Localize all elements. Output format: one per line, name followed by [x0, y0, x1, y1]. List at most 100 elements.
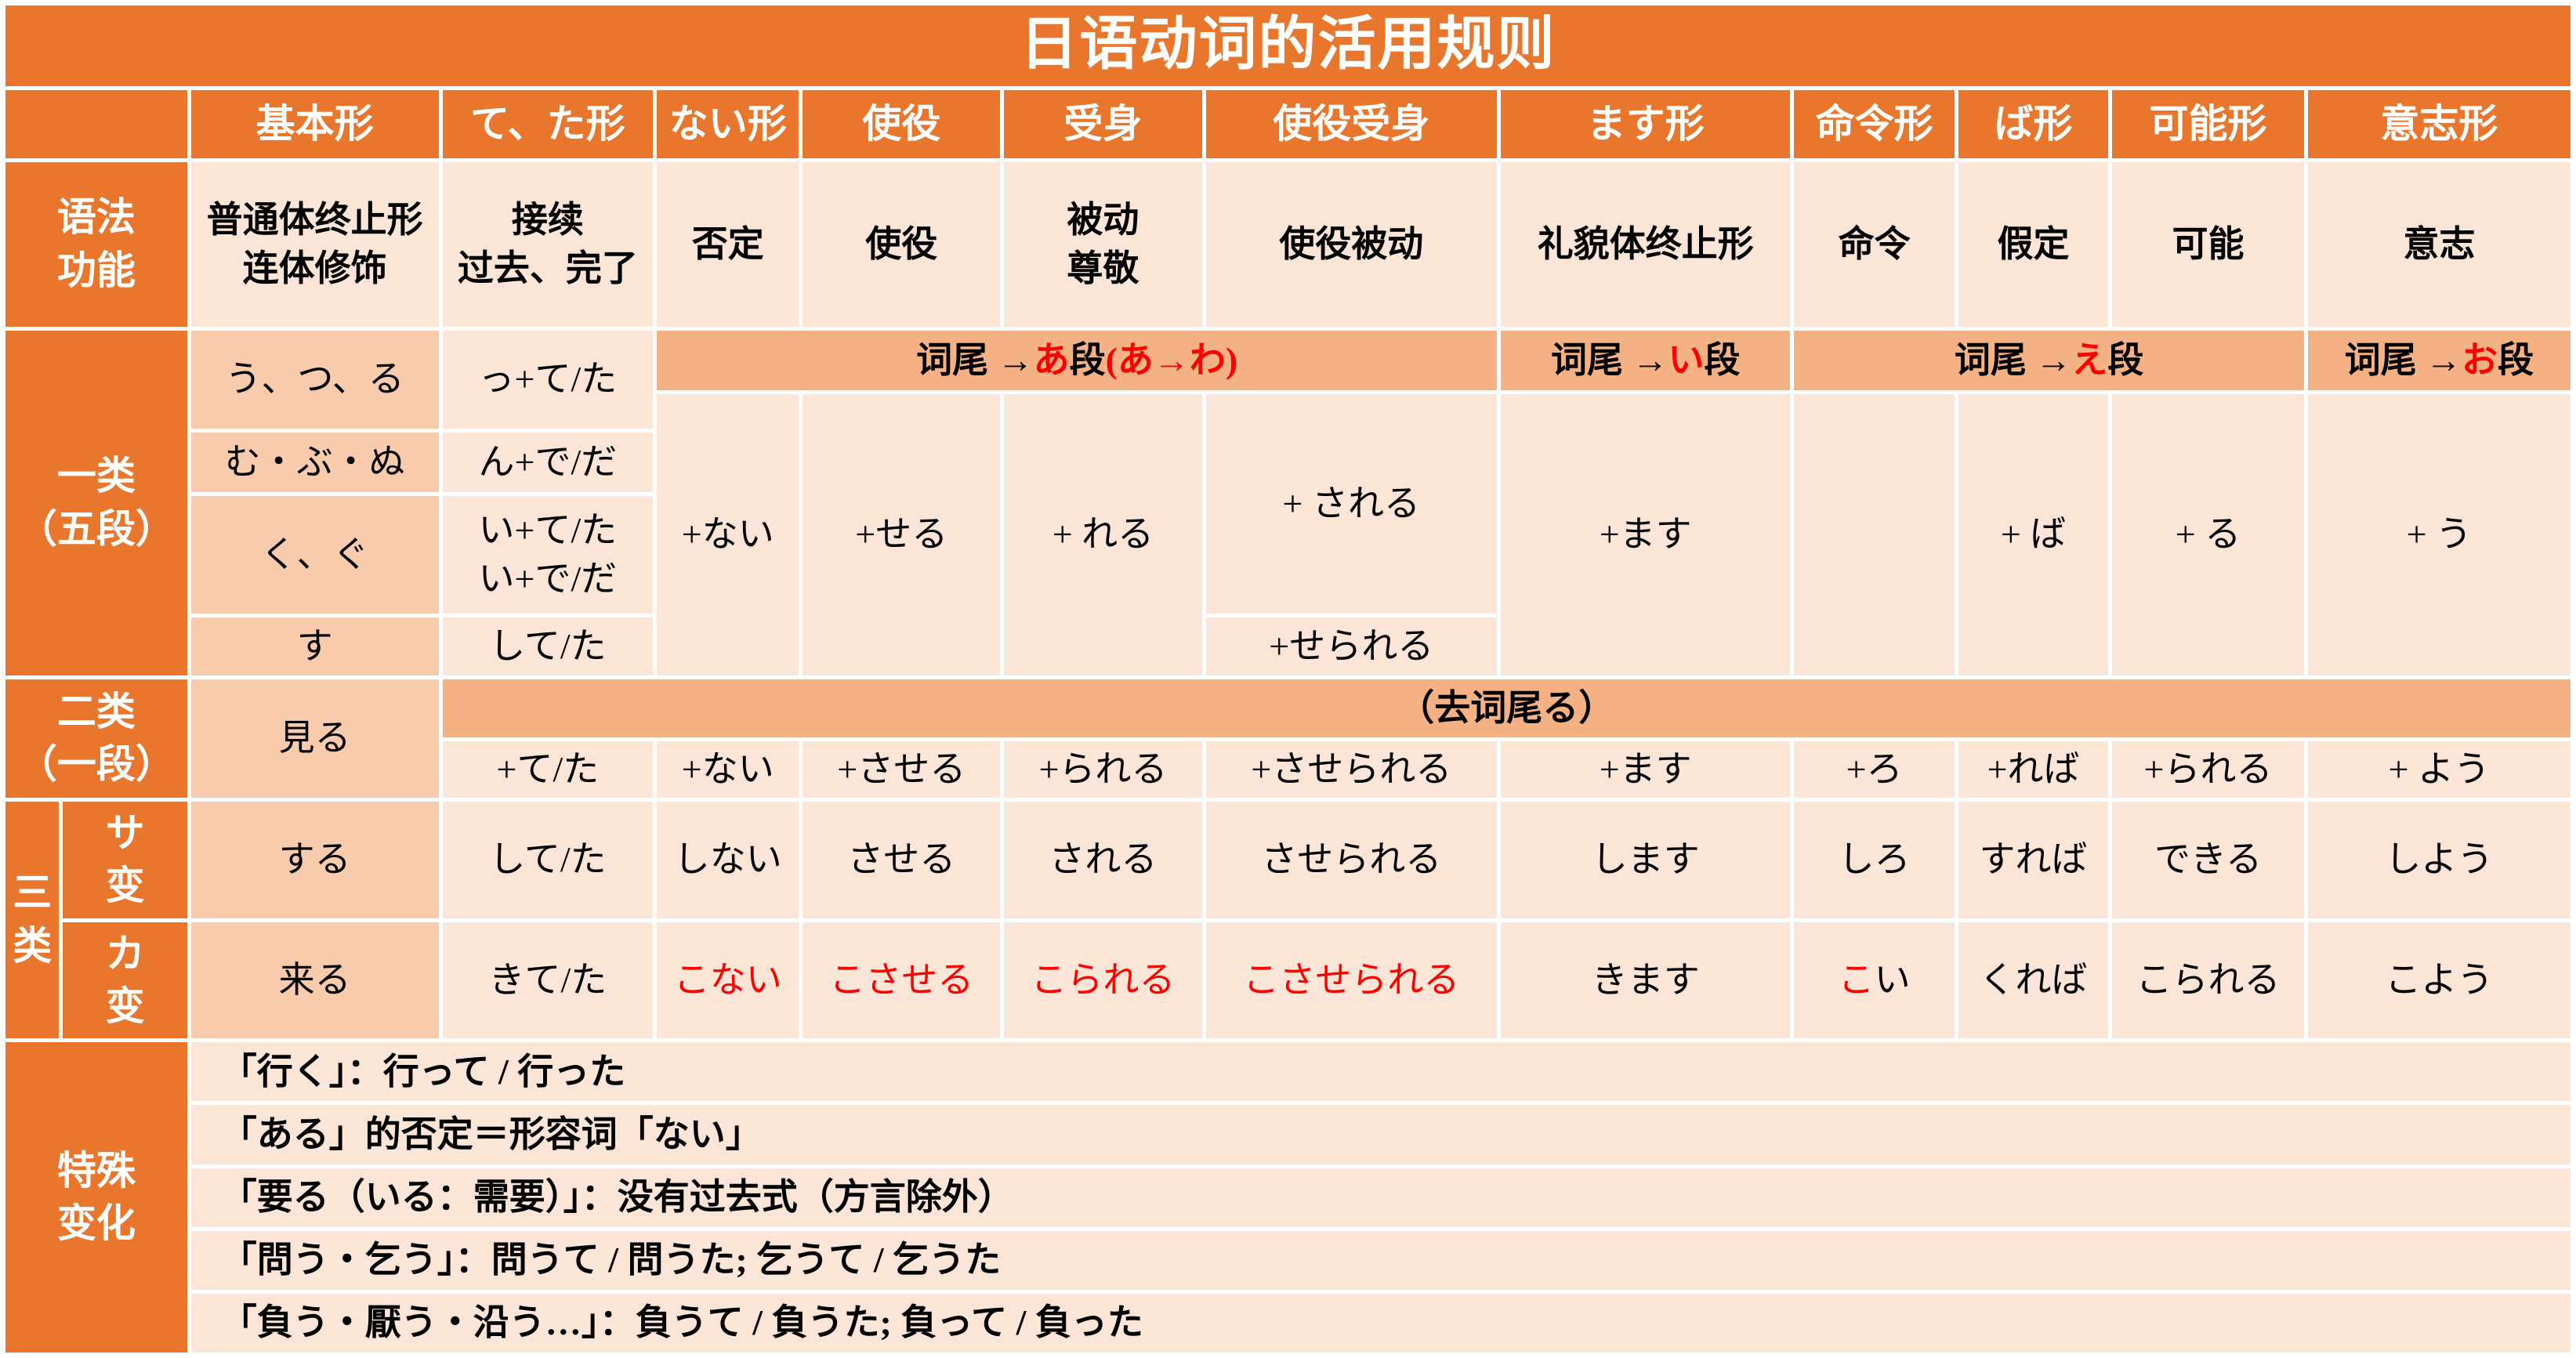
class1-suffix-seru: +せる: [803, 393, 1001, 675]
row-header-class1-godan: 一类 （五段）: [5, 330, 187, 675]
grammar-te-ta-form: 接续 过去、完了: [442, 162, 654, 327]
row-header-ka-hen: カ 变: [63, 922, 187, 1039]
suru-volitional: しよう: [2307, 801, 2571, 918]
suru-nai: しない: [657, 801, 799, 918]
suru-conditional: すれば: [1958, 801, 2109, 918]
class1-suffix-sareru: + される: [1205, 393, 1497, 614]
kuru-volitional: こよう: [2307, 922, 2571, 1039]
grammar-volitional: 意志: [2307, 162, 2571, 327]
special-note-aru: 「ある」的否定＝形容词「ない」: [190, 1105, 2571, 1164]
banner-a-wa-note: (あ→わ): [1105, 339, 1238, 380]
class1-suffix-nai: +ない: [657, 393, 799, 675]
col-header-te-ta-form: て、た形: [442, 89, 654, 159]
class2-potential: +られる: [2112, 741, 2304, 798]
class1-suffix-u: + う: [2307, 393, 2571, 675]
kuru-teta: きて/た: [442, 922, 654, 1039]
banner-drop-ru: （去词尾る）: [442, 679, 2571, 738]
class3-base-kuru: 来る: [190, 922, 439, 1039]
banner-o-dan: 词尾 → お段: [2307, 330, 2571, 390]
special-note-tou-kou: 「問う・乞う」：問うて / 問うた; 乞うて / 乞うた: [190, 1230, 2571, 1290]
class2-conditional: +れば: [1958, 741, 2109, 798]
class1-suffix-masu: +ます: [1500, 393, 1791, 675]
col-header-basic-form: 基本形: [190, 89, 439, 159]
banner-e-dan: 词尾 → え段: [1794, 330, 2304, 390]
suru-passive: される: [1004, 801, 1202, 918]
banner-a-prefix: 词尾 →: [916, 339, 1034, 380]
grammar-basic-form: 普通体终止形 连体修饰: [190, 162, 439, 327]
special-note-iru: 「要る（いる：需要）」：没有过去式（方言除外）: [190, 1168, 2571, 1227]
banner-a-dan-char: 段: [1069, 339, 1106, 380]
col-header-masu-form: ます形: [1500, 89, 1791, 159]
banner-i-dan: 词尾 → い段: [1500, 330, 1791, 390]
class2-causative-passive: +させられる: [1205, 741, 1497, 798]
suru-causative-passive: させられる: [1205, 801, 1497, 918]
grammar-imperative: 命令: [1794, 162, 1955, 327]
col-header-causative-passive: 使役受身: [1205, 89, 1497, 159]
suru-teta: して/た: [442, 801, 654, 918]
class1-teta-mu-bu-nu: ん+で/だ: [442, 433, 654, 493]
col-header-ba-form: ば形: [1958, 89, 2109, 159]
class1-teta-su: して/た: [442, 617, 654, 675]
kuru-imperative-ko: こ: [1838, 960, 1875, 1000]
class2-passive: +られる: [1004, 741, 1202, 798]
suru-masu: します: [1500, 801, 1791, 918]
class1-suffix-ru: + る: [2112, 393, 2304, 675]
grammar-causative: 使役: [803, 162, 1001, 327]
banner-a-dan: 词尾 → あ段 (あ→わ): [657, 330, 1497, 390]
kuru-conditional: くれば: [1958, 922, 2109, 1039]
class2-base-miru: 見る: [190, 679, 439, 798]
class2-causative: +させる: [803, 741, 1001, 798]
corner-cell: [5, 89, 187, 159]
banner-o-prefix: 词尾 →: [2344, 339, 2462, 380]
kuru-imperative-i: い: [1874, 960, 1911, 1000]
class2-nai: +ない: [657, 741, 799, 798]
row-header-sa-hen: サ 变: [63, 801, 187, 918]
class1-suffix-reru: + れる: [1004, 393, 1202, 675]
banner-o-vowel: お: [2462, 339, 2498, 380]
kuru-causative-passive: こさせられる: [1205, 922, 1497, 1039]
grammar-potential: 可能: [2112, 162, 2304, 327]
kuru-masu: きます: [1500, 922, 1791, 1039]
class1-base-su: す: [190, 617, 439, 675]
class1-teta-ku-gu: い+て/た い+で/だ: [442, 496, 654, 614]
suru-potential: できる: [2112, 801, 2304, 918]
col-header-imperative-form: 命令形: [1794, 89, 1955, 159]
banner-e-prefix: 词尾 →: [1954, 339, 2072, 380]
class1-suffix-ba: + ば: [1958, 393, 2109, 675]
banner-i-dan-char: 段: [1704, 339, 1741, 380]
suru-imperative: しろ: [1794, 801, 1955, 918]
class1-base-u-tsu-ru: う、つ、る: [190, 330, 439, 429]
col-header-passive: 受身: [1004, 89, 1202, 159]
grammar-polite: 礼貌体终止形: [1500, 162, 1791, 327]
special-note-iku: 「行く」：行って / 行った: [190, 1042, 2571, 1102]
suru-causative: させる: [803, 801, 1001, 918]
class1-base-ku-gu: く、ぐ: [190, 496, 439, 614]
class1-imperative-empty: [1794, 393, 1955, 675]
class2-volitional: + よう: [2307, 741, 2571, 798]
grammar-negation: 否定: [657, 162, 799, 327]
special-note-ou: 「負う・厭う・沿う…」：負うて / 負うた; 負って / 負った: [190, 1293, 2571, 1353]
row-header-grammar-function: 语法 功能: [5, 162, 187, 327]
class2-teta: +て/た: [442, 741, 654, 798]
class3-base-suru: する: [190, 801, 439, 918]
page-title: 日语动词的活用规则: [5, 5, 2571, 86]
kuru-imperative: こい: [1794, 922, 1955, 1039]
banner-i-vowel: い: [1668, 339, 1705, 380]
banner-e-dan-char: 段: [2107, 339, 2144, 380]
col-header-volitional-form: 意志形: [2307, 89, 2571, 159]
kuru-passive: こられる: [1004, 922, 1202, 1039]
class1-suffix-serareru: +せられる: [1205, 617, 1497, 675]
grammar-passive: 被动 尊敬: [1004, 162, 1202, 327]
col-header-potential-form: 可能形: [2112, 89, 2304, 159]
kuru-potential: こられる: [2112, 922, 2304, 1039]
banner-e-vowel: え: [2071, 339, 2108, 380]
col-header-causative: 使役: [803, 89, 1001, 159]
conjugation-table: 日语动词的活用规则 基本形 て、た形 ない形 使役 受身 使役受身 ます形 命令…: [5, 5, 2571, 1353]
row-header-class2-ichidan: 二类 （一段）: [5, 679, 187, 798]
class2-masu: +ます: [1500, 741, 1791, 798]
grammar-causative-passive: 使役被动: [1205, 162, 1497, 327]
col-header-nai-form: ない形: [657, 89, 799, 159]
grammar-conditional: 假定: [1958, 162, 2109, 327]
banner-a-vowel: あ: [1033, 339, 1070, 380]
